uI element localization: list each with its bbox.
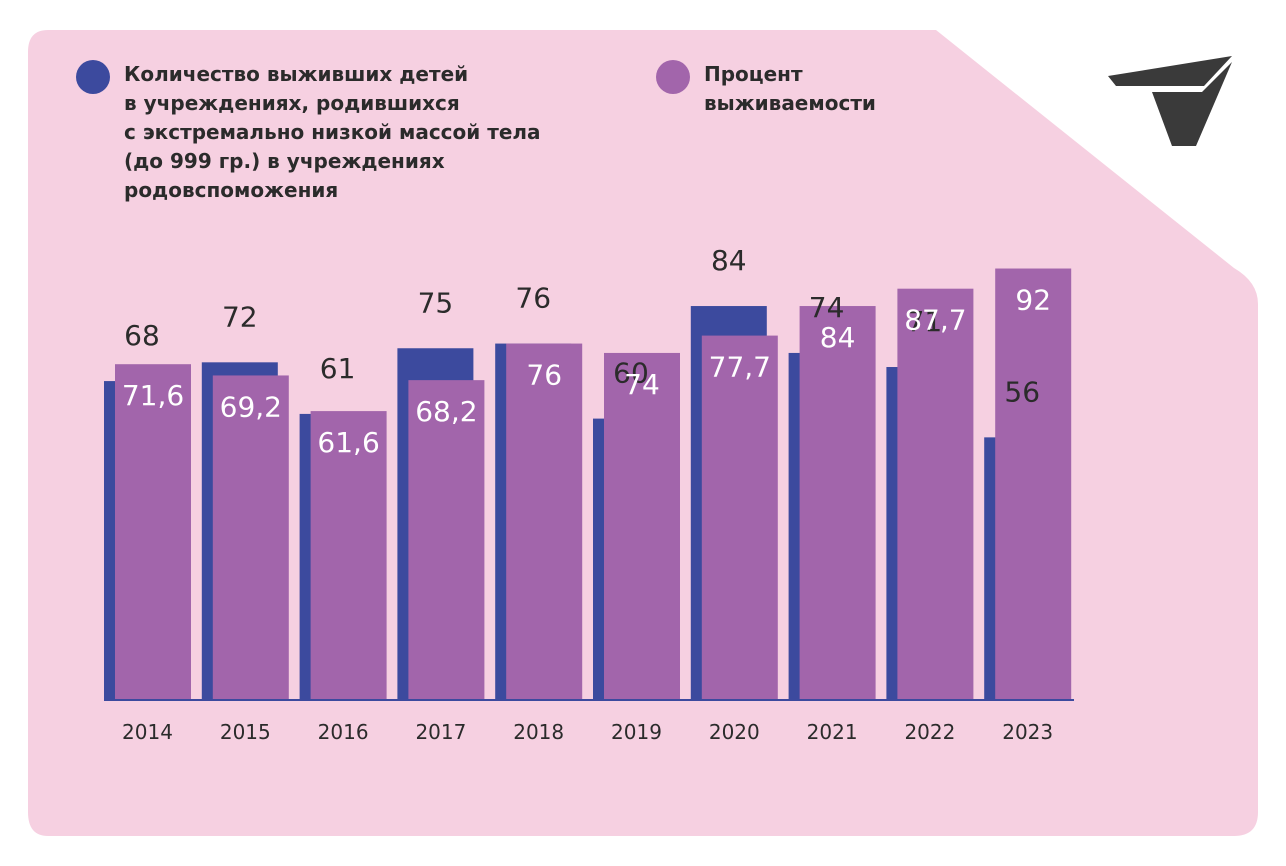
data-label-percent-2022: 87,7 xyxy=(904,304,966,337)
x-tick-label-2014: 2014 xyxy=(122,720,173,744)
data-label-percent-2015: 69,2 xyxy=(220,390,282,423)
data-label-percent-2020: 77,7 xyxy=(709,351,771,384)
data-label-percent-2017: 68,2 xyxy=(415,395,477,428)
data-label-count-2019: 60 xyxy=(613,357,649,390)
bar-percent-2021 xyxy=(799,306,876,700)
bar-percent-2019 xyxy=(604,352,680,700)
data-label-count-2023: 56 xyxy=(1004,375,1040,408)
legend-item-count: Количество выживших детей в учреждениях,… xyxy=(76,60,574,205)
data-label-percent-2023: 92 xyxy=(1015,284,1051,317)
x-tick-label-2023: 2023 xyxy=(1002,720,1053,744)
legend-swatch-count xyxy=(76,60,110,94)
bar-percent-2022 xyxy=(897,288,974,700)
data-label-percent-2016: 61,6 xyxy=(317,426,379,459)
logo-top-wing xyxy=(1108,56,1232,86)
bar-percent-2018 xyxy=(506,343,583,700)
data-label-count-2015: 72 xyxy=(222,300,258,333)
bar-percent-2017 xyxy=(408,380,485,700)
data-label-count-2021: 74 xyxy=(809,291,845,324)
legend-label-count: Количество выживших детей в учреждениях,… xyxy=(124,62,541,202)
x-tick-label-2017: 2017 xyxy=(415,720,466,744)
x-tick-label-2022: 2022 xyxy=(904,720,955,744)
logo-stem xyxy=(1152,62,1232,146)
bar-percent-2016 xyxy=(310,411,387,700)
x-tick-label-2018: 2018 xyxy=(513,720,564,744)
legend-label-percent: Процент выживаемости xyxy=(704,62,876,115)
arrow-logo-icon xyxy=(1108,56,1232,146)
legend-swatch-percent xyxy=(656,60,690,94)
data-label-percent-2021: 84 xyxy=(820,321,856,354)
data-label-percent-2019: 74 xyxy=(624,368,660,401)
x-tick-label-2015: 2015 xyxy=(220,720,271,744)
data-label-count-2014: 68 xyxy=(124,319,160,352)
data-label-percent-2018: 76 xyxy=(526,359,562,392)
bar-percent-2014 xyxy=(115,364,191,700)
x-tick-label-2021: 2021 xyxy=(807,720,858,744)
x-tick-label-2019: 2019 xyxy=(611,720,662,744)
bar-percent-2015 xyxy=(212,375,289,700)
data-label-percent-2014: 71,6 xyxy=(122,379,184,412)
x-tick-label-2016: 2016 xyxy=(318,720,369,744)
data-label-count-2022: 71 xyxy=(907,305,943,338)
data-label-count-2016: 61 xyxy=(320,352,356,385)
bar-percent-2023 xyxy=(995,268,1072,700)
data-label-count-2020: 84 xyxy=(711,244,747,277)
x-tick-label-2020: 2020 xyxy=(709,720,760,744)
bar-percent-2020 xyxy=(701,335,778,700)
legend-item-percent: Процент выживаемости xyxy=(656,60,876,118)
data-label-count-2018: 76 xyxy=(515,282,551,315)
data-label-count-2017: 75 xyxy=(418,286,454,319)
